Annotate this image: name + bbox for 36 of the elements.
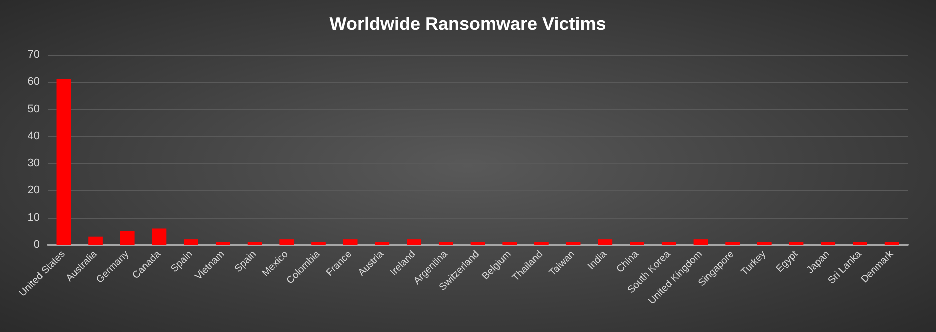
bar: [758, 242, 772, 245]
bar: [375, 242, 390, 245]
bar: [88, 236, 103, 245]
bar: [312, 242, 326, 245]
bar: [694, 240, 708, 245]
bar: [216, 242, 230, 245]
bar: [726, 242, 740, 245]
bar: [407, 240, 422, 245]
bar: [662, 242, 676, 245]
y-tick-label: 20: [28, 184, 40, 197]
bar: [566, 242, 581, 245]
bar: [248, 242, 262, 245]
y-tick-label: 60: [28, 76, 40, 88]
y-tick-label: 10: [28, 212, 40, 224]
bar: [343, 240, 358, 245]
bar: [598, 240, 613, 245]
bar: [152, 228, 167, 245]
bar: [884, 242, 900, 245]
bar: [534, 242, 549, 245]
bar: [630, 242, 644, 245]
bar: [184, 240, 198, 245]
y-tick-label: 0: [34, 239, 40, 251]
bar: [470, 242, 486, 245]
bar: [502, 242, 518, 245]
y-tick-label: 30: [28, 158, 40, 170]
y-tick-label: 50: [28, 103, 40, 116]
bar: [280, 240, 294, 245]
bar: [853, 242, 868, 245]
chart-title: Worldwide Ransomware Victims: [330, 14, 606, 34]
y-tick-label: 40: [28, 130, 40, 142]
bar: [438, 242, 454, 245]
bar: [789, 242, 804, 245]
bar: [56, 79, 72, 245]
y-tick-label: 70: [28, 49, 40, 61]
bar: [120, 231, 135, 245]
bar: [821, 242, 836, 245]
